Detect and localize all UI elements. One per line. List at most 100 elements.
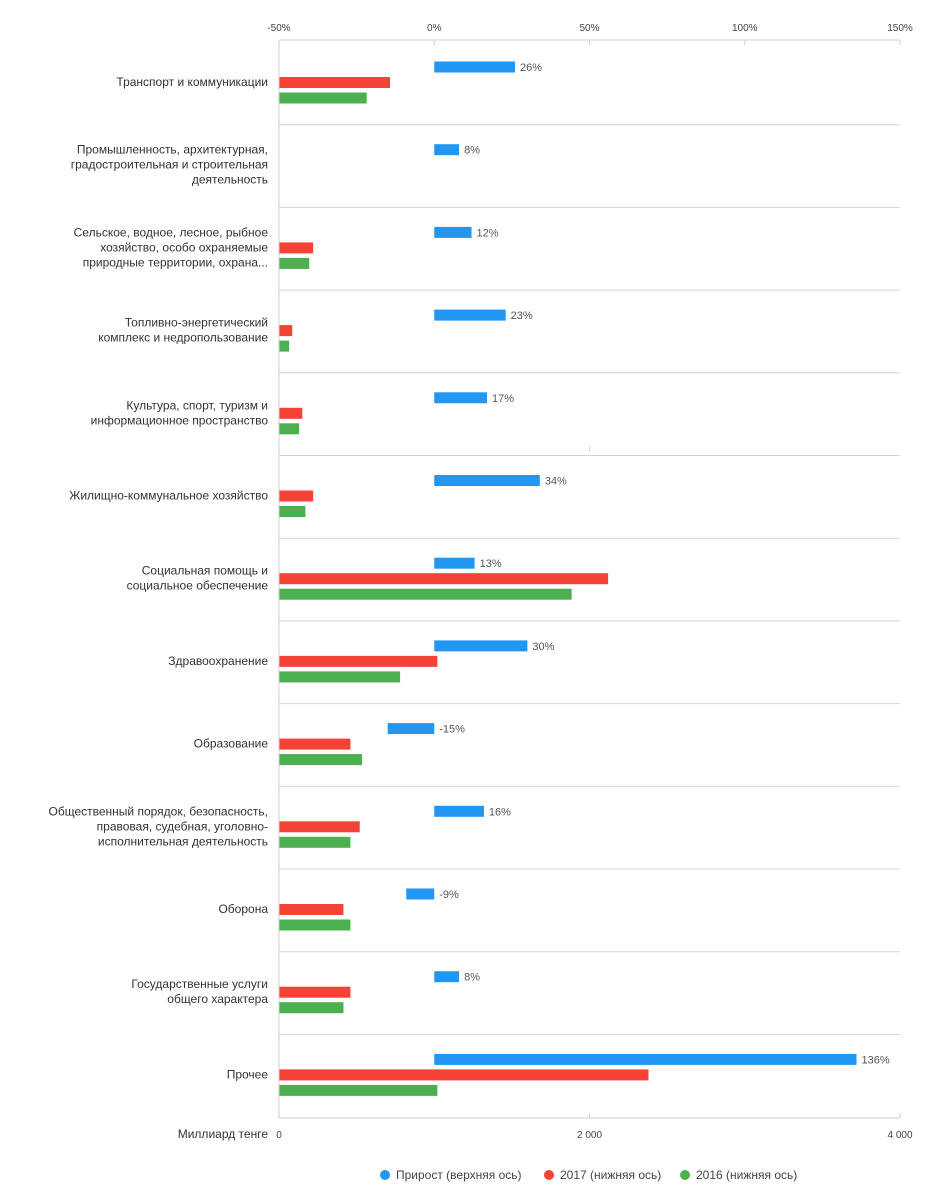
bar-2016	[279, 919, 351, 931]
category-label-line: Социальная помощь и	[142, 564, 268, 578]
category-label-line: информационное пространство	[91, 413, 269, 427]
data-label: -9%	[439, 889, 459, 901]
top-axis-tick-label: 50%	[579, 23, 599, 34]
category-label-line: Сельское, водное, лесное, рыбное	[74, 225, 269, 239]
bar-2017	[279, 325, 293, 337]
legend: Прирост (верхняя ось) 2017 (нижняя ось) 20…	[380, 1168, 797, 1182]
category-label-line: Культура, спорт, туризм и	[126, 398, 268, 412]
category-label: Социальная помощь и социальное обеспечени…	[127, 564, 269, 593]
bar-2016	[279, 1084, 438, 1096]
data-label: 26%	[520, 62, 542, 74]
bar-2017	[279, 490, 314, 502]
data-label: 16%	[489, 806, 511, 818]
category-label: Образование	[194, 737, 269, 751]
category-label: Топливно-энергетический комплекс и недроп…	[98, 316, 268, 345]
axes-layer: -50% 0% 50% 100% 150% 0 2 000 4 000 Миллиард тен…	[178, 23, 913, 1141]
bar-2016	[279, 588, 572, 600]
data-label: 8%	[464, 972, 480, 984]
bar-2016	[279, 671, 401, 683]
data-label: 30%	[532, 641, 554, 653]
category-label: Оборона	[218, 902, 268, 916]
category-label: Государственные услуги общего характера	[131, 977, 268, 1006]
category-label-line: социальное обеспечение	[127, 579, 269, 593]
data-label: 17%	[492, 393, 514, 405]
bar-2017	[279, 77, 391, 88]
category-label-line: Промышленность, архитектурная,	[77, 143, 268, 157]
data-label: 13%	[480, 558, 502, 570]
category-label-line: деятельность	[192, 173, 268, 187]
bar-2017	[279, 986, 351, 998]
bar-2017	[279, 573, 609, 585]
bottom-axis-tick-label: 2 000	[577, 1130, 602, 1141]
category-label-line: Оборона	[218, 902, 268, 916]
category-label-line: Прочее	[227, 1067, 269, 1081]
bars-layer	[279, 61, 857, 1096]
top-axis-tick-label: 150%	[887, 23, 913, 34]
data-label: 12%	[477, 227, 499, 239]
bar-2016	[279, 836, 351, 848]
bar-2016	[279, 340, 290, 352]
bar-growth	[434, 475, 540, 486]
category-label-line: исполнительная деятельность	[98, 834, 268, 848]
bar-2017	[279, 1069, 649, 1081]
category-label-line: Транспорт и коммуникации	[116, 75, 268, 89]
bar-2017	[279, 407, 303, 419]
data-label: 23%	[511, 310, 533, 322]
bar-2016	[279, 1002, 344, 1014]
bar-2016	[279, 506, 306, 517]
top-axis-tick-label: 100%	[732, 23, 758, 34]
category-label: Сельское, водное, лесное, рыбное хозяйств…	[74, 225, 269, 269]
category-label-line: Топливно-энергетический	[125, 316, 268, 330]
bar-2017	[279, 242, 314, 254]
top-axis-tick-label: -50%	[267, 23, 290, 34]
bottom-axis-tick-label: 0	[276, 1130, 282, 1141]
bar-growth	[434, 392, 488, 404]
category-label: Промышленность, архитектурная, градострои…	[71, 143, 268, 187]
bar-growth	[434, 557, 475, 569]
category-label: Культура, спорт, туризм и информационное …	[91, 398, 269, 427]
labels-layer: Транспорт и коммуникации 26% Промышленност…	[49, 62, 890, 1081]
legend-label: 2016 (нижняя ось)	[696, 1168, 797, 1182]
category-label-line: правовая, судебная, уголовно-	[97, 819, 268, 833]
category-label: Здравоохранение	[168, 654, 268, 668]
bar-growth	[434, 309, 506, 321]
bar-growth	[434, 971, 460, 983]
bar-2017	[279, 738, 351, 750]
bar-growth	[434, 226, 472, 238]
legend-marker	[380, 1170, 390, 1180]
category-label-line: градостроительная и строительная	[71, 158, 268, 172]
legend-marker	[680, 1170, 690, 1180]
bar-growth	[434, 144, 460, 156]
bar-2017	[279, 821, 360, 833]
category-label: Прочее	[227, 1067, 269, 1081]
bar-2017	[279, 904, 344, 915]
bar-growth	[434, 1053, 857, 1065]
bottom-axis-tick-label: 4 000	[887, 1130, 912, 1141]
bar-growth	[434, 61, 515, 73]
category-label: Транспорт и коммуникации	[116, 75, 268, 89]
bar-2016	[279, 257, 310, 269]
bar-growth	[434, 640, 528, 652]
category-label-line: Образование	[194, 737, 269, 751]
legend-marker	[544, 1170, 554, 1180]
bar-2016	[279, 754, 363, 766]
grid-layer	[279, 124, 900, 1035]
bar-2016	[279, 423, 300, 435]
category-label-line: природные территории, охрана...	[83, 255, 268, 269]
category-label-line: общего характера	[167, 992, 268, 1006]
bar-growth	[387, 723, 435, 735]
category-label: Общественный порядок, безопасность, право…	[49, 804, 269, 848]
bar-growth	[434, 805, 484, 817]
bottom-axis-title: Миллиард тенге	[178, 1127, 269, 1141]
category-label-line: Общественный порядок, безопасность,	[49, 804, 269, 818]
legend-label: 2017 (нижняя ось)	[560, 1168, 661, 1182]
data-label: 34%	[545, 476, 567, 488]
category-label-line: комплекс и недропользование	[98, 331, 268, 345]
data-label: -15%	[439, 724, 465, 736]
bar-2016	[279, 92, 367, 104]
data-label: 8%	[464, 145, 480, 157]
category-label-line: Государственные услуги	[131, 977, 268, 991]
category-label: Жилищно-коммунальное хозяйство	[69, 489, 268, 503]
category-label-line: хозяйство, особо охраняемые	[100, 240, 268, 254]
